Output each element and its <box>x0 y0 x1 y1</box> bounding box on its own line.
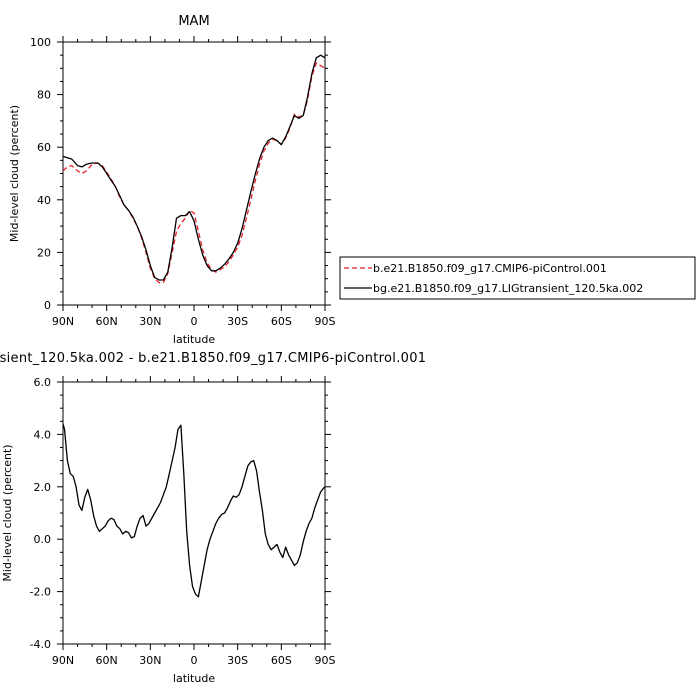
legend-box <box>339 256 696 300</box>
plot-frame <box>62 41 326 306</box>
y-tick-label: 80 <box>37 89 51 102</box>
series-line-1 <box>62 54 326 281</box>
series-line-0 <box>62 423 326 598</box>
x-tick-label: 90S <box>315 654 336 667</box>
x-axis-title: latitude <box>173 333 215 346</box>
x-tick-label: 90S <box>315 315 336 328</box>
y-tick-label: 40 <box>37 194 51 207</box>
top-chart: 90N 60N 30N 0 30S 60S 90S 0 20 40 60 80 100 latitude M… <box>8 14 336 346</box>
legend: b.e21.B1850.f09_g17.CMIP6-piControl.001b… <box>339 256 696 300</box>
legend-label-0: b.e21.B1850.f09_g17.CMIP6-piControl.001 <box>373 262 607 275</box>
x-tick-label: 0 <box>191 654 198 667</box>
x-tick-label: 90N <box>52 315 74 328</box>
x-tick-label: 30N <box>139 654 161 667</box>
x-axis-title: latitude <box>173 672 215 685</box>
x-tick-label: 60S <box>271 654 292 667</box>
y-tick-label: 60 <box>37 141 51 154</box>
chart-title: LIGtransient_120.5ka.002 - b.e21.B1850.f… <box>0 351 426 366</box>
y-tick-label: 0 <box>44 299 51 312</box>
bottom-chart: 90N 60N 30N 0 30S 60S 90S -4.0 -2.0 0.0 2.0 4.0 6.0 l… <box>0 351 426 685</box>
y-tick-label: 2.0 <box>34 481 52 494</box>
x-tick-label: 30S <box>227 654 248 667</box>
x-tick-label: 60N <box>96 315 118 328</box>
x-tick-label: 0 <box>191 315 198 328</box>
plot-frame <box>62 381 326 645</box>
y-tick-label: 6.0 <box>34 376 52 389</box>
y-tick-label: -4.0 <box>30 638 51 651</box>
x-tick-label: 30N <box>139 315 161 328</box>
y-tick-label: -2.0 <box>30 586 51 599</box>
x-tick-label: 30S <box>227 315 248 328</box>
legend-label-1: bg.e21.B1850.f09_g17.LIGtransient_120.5k… <box>373 282 643 295</box>
y-axis-title: Mid-level cloud (percent) <box>1 444 14 581</box>
y-tick-label: 0.0 <box>34 533 52 546</box>
x-tick-label: 60N <box>96 654 118 667</box>
y-axis-title: Mid-level cloud (percent) <box>8 105 21 242</box>
y-tick-label: 4.0 <box>34 428 52 441</box>
series-line-0 <box>62 62 326 284</box>
y-tick-label: 20 <box>37 246 51 259</box>
x-tick-label: 90N <box>52 654 74 667</box>
chart-title: MAM <box>178 14 209 29</box>
y-tick-label: 100 <box>30 36 51 49</box>
x-tick-label: 60S <box>271 315 292 328</box>
